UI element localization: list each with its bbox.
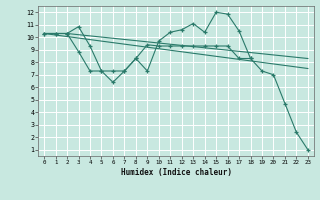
X-axis label: Humidex (Indice chaleur): Humidex (Indice chaleur) [121,168,231,177]
